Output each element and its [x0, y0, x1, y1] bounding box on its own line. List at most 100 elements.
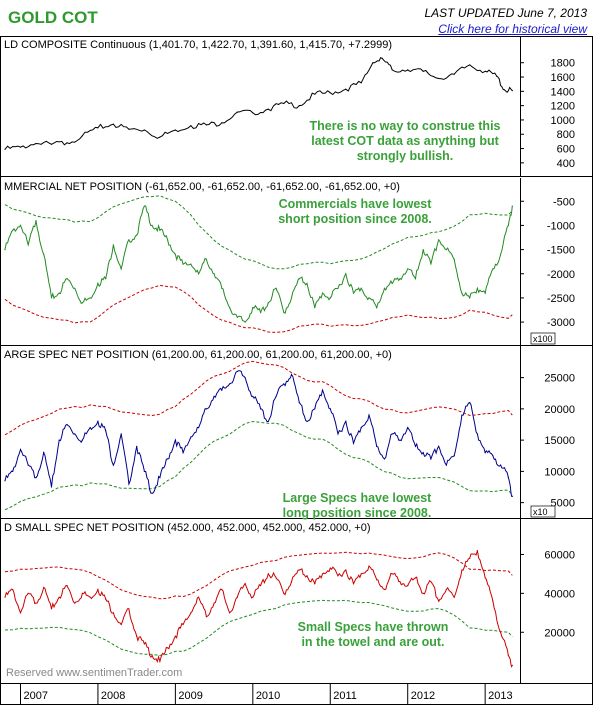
data-point	[329, 92, 331, 94]
data-point	[213, 273, 215, 275]
data-point	[81, 302, 83, 304]
data-point	[35, 220, 37, 222]
x-tick-label: 2007	[23, 690, 47, 702]
data-point	[12, 229, 14, 231]
data-point	[476, 433, 478, 435]
data-point	[112, 612, 114, 614]
data-point	[290, 297, 293, 299]
annotation-text: Small Specs have thrown	[298, 620, 449, 634]
y-tick-label: -1000	[547, 220, 575, 232]
data-point	[484, 577, 486, 579]
data-point	[376, 579, 378, 581]
data-point	[469, 297, 471, 299]
data-point	[391, 433, 393, 435]
data-point	[236, 596, 238, 598]
data-point	[306, 575, 308, 577]
data-point	[469, 557, 471, 559]
data-point	[120, 433, 122, 435]
data-point	[500, 253, 502, 255]
data-point	[128, 608, 130, 610]
data-point	[399, 439, 401, 441]
data-point	[190, 436, 192, 438]
data-point	[236, 370, 238, 372]
data-point	[128, 128, 130, 130]
data-point	[430, 263, 432, 265]
data-point	[383, 287, 386, 289]
upper-band	[4, 551, 513, 600]
y-tick-label: 400	[557, 158, 575, 170]
data-point	[438, 445, 440, 447]
data-point	[383, 458, 386, 460]
data-point	[414, 278, 417, 280]
data-point	[19, 448, 22, 451]
data-point	[352, 583, 355, 585]
data-point	[74, 433, 76, 435]
annotation-text: Commercials have lowest	[279, 197, 433, 211]
data-point	[453, 596, 455, 598]
data-point	[19, 224, 22, 226]
x-tick-label: 2011	[333, 690, 357, 702]
data-point	[422, 592, 424, 595]
annotation-text: in the towel and are out.	[301, 635, 444, 649]
data-point	[236, 111, 238, 113]
data-point	[267, 302, 269, 304]
data-point	[143, 643, 145, 645]
data-point	[422, 70, 424, 72]
data-point	[81, 135, 83, 137]
y-tick-label: 60000	[544, 549, 575, 561]
data-point	[430, 458, 432, 460]
panel-4: D SMALL SPEC NET POSITION (452.000, 452.…	[0, 519, 593, 684]
data-point	[12, 470, 14, 472]
data-point	[128, 239, 130, 241]
data-point	[492, 455, 494, 457]
data-point	[143, 205, 145, 207]
data-point	[438, 600, 440, 602]
data-point	[4, 480, 6, 482]
data-point	[283, 383, 285, 385]
data-point	[58, 439, 60, 441]
data-point	[4, 249, 6, 251]
data-point	[260, 311, 262, 313]
data-point	[182, 623, 184, 626]
y-tick-label: 25000	[544, 373, 575, 385]
data-point	[507, 224, 509, 226]
panel-2: MMERCIAL NET POSITION (-61,652.00, -61,6…	[0, 178, 593, 346]
data-point	[407, 585, 409, 587]
data-point	[58, 596, 60, 598]
copyright-footer: Reserved www.sentimenTrader.com	[6, 667, 182, 679]
data-point	[399, 278, 401, 280]
data-point	[151, 655, 153, 657]
data-point	[283, 592, 285, 595]
data-point	[27, 592, 29, 595]
x-tick-label: 2009	[178, 690, 202, 702]
data-point	[229, 307, 231, 309]
historical-view-link[interactable]: Click here for historical view	[438, 22, 587, 36]
data-point	[484, 452, 486, 454]
y-tick-label: 1200	[551, 101, 575, 113]
data-point	[198, 427, 200, 429]
data-point	[43, 586, 45, 589]
data-point	[105, 278, 107, 280]
data-point	[337, 287, 339, 289]
y-tick-label: -2500	[547, 293, 575, 305]
data-point	[120, 623, 122, 626]
y-tick-label: -2000	[547, 269, 575, 281]
data-point	[198, 273, 200, 275]
multiplier-box	[530, 332, 556, 345]
data-point	[167, 647, 169, 649]
data-point	[298, 569, 300, 571]
data-point	[167, 458, 169, 460]
data-point	[174, 129, 176, 131]
data-point	[97, 127, 99, 129]
data-point	[306, 420, 308, 422]
panel-1: LD COMPOSITE Continuous (1,401.70, 1,422…	[0, 36, 593, 177]
data-point	[97, 420, 99, 422]
data-point	[4, 148, 6, 150]
data-point	[221, 389, 223, 391]
panel-title: D SMALL SPEC NET POSITION (452.000, 452.…	[4, 522, 371, 534]
y-tick-label: 20000	[544, 627, 575, 639]
data-point	[391, 282, 393, 284]
data-point	[244, 583, 246, 585]
data-point	[198, 596, 200, 598]
